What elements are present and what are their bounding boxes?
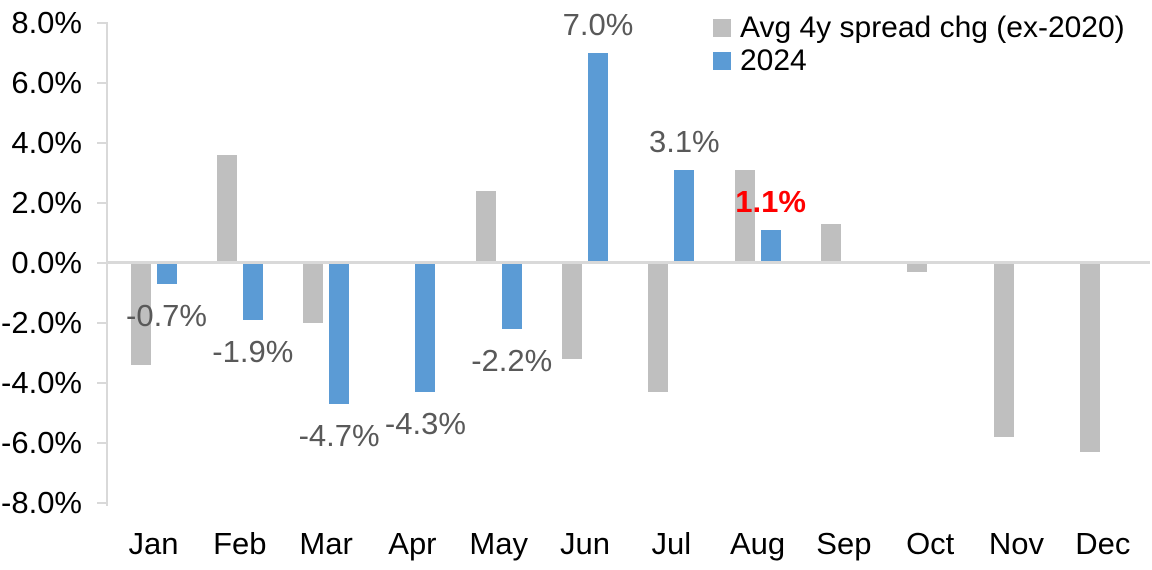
y-axis-tick-mark (97, 22, 106, 24)
bar-avg4y-jul (648, 263, 669, 392)
data-label-feb: -1.9% (212, 334, 294, 369)
x-axis-label-jun: Jun (560, 526, 610, 561)
x-axis-label-may: May (469, 526, 528, 561)
x-axis-label-dec: Dec (1075, 526, 1131, 561)
y-axis-tick-label: 8.0% (11, 5, 82, 40)
bar-avg4y-nov (993, 263, 1014, 437)
y-axis-tick-mark (97, 82, 106, 84)
data-label-jan: -0.7% (126, 298, 207, 333)
x-axis-label-jan: Jan (128, 526, 179, 561)
x-axis-label-jul: Jul (651, 526, 692, 561)
bar-avg4y-dec (1079, 263, 1100, 452)
bar-2024-aug (760, 230, 781, 263)
data-label-apr: -4.3% (384, 406, 466, 441)
y-axis-tick-mark (97, 442, 106, 444)
y-axis-tick-label: 6.0% (11, 65, 82, 100)
y-axis-tick-label: 4.0% (11, 125, 82, 160)
y-axis-tick-label: 2.0% (11, 185, 82, 220)
y-axis-line (106, 22, 108, 506)
x-axis-label-aug: Aug (730, 526, 786, 561)
legend-swatch-gray (713, 18, 731, 37)
bar-avg4y-jan (130, 263, 151, 365)
y-axis-tick-label: -8.0% (1, 485, 82, 520)
data-label-aug: 1.1% (735, 184, 806, 219)
data-label-jun: 7.0% (562, 7, 634, 42)
bar-2024-feb (242, 263, 263, 320)
data-label-mar: -4.7% (298, 418, 380, 453)
y-axis-tick-label: -2.0% (1, 305, 82, 340)
y-axis-tick-mark (97, 142, 106, 144)
bar-avg4y-oct (907, 263, 928, 272)
legend-swatch-blue (713, 51, 731, 70)
bar-2024-may (501, 263, 522, 329)
y-axis-tick-label: -4.0% (1, 365, 82, 400)
x-axis-label-mar: Mar (299, 526, 353, 561)
x-axis-label-feb: Feb (213, 526, 267, 561)
x-axis-label-nov: Nov (988, 526, 1045, 561)
y-axis-tick-label: -6.0% (1, 425, 82, 460)
x-axis-label-apr: Apr (388, 526, 437, 561)
bar-avg4y-jun (562, 263, 582, 359)
y-axis-tick-mark (97, 322, 106, 324)
x-axis-label-oct: Oct (906, 526, 955, 561)
y-axis-tick-mark (97, 382, 106, 384)
bar-2024-jan (156, 263, 177, 284)
bar-avg4y-sep (820, 224, 841, 263)
data-label-jul: 3.1% (648, 124, 720, 159)
bar-2024-apr (415, 263, 436, 392)
y-axis-tick-mark (97, 502, 106, 504)
data-label-may: -2.2% (471, 343, 553, 378)
bar-avg4y-aug (734, 170, 755, 263)
bar-avg4y-may (475, 191, 496, 263)
y-axis-tick-mark (97, 262, 106, 264)
legend-item-avg4y: Avg 4y spread chg (ex-2020) (713, 11, 1125, 44)
bar-2024-jun (588, 53, 608, 263)
y-axis-tick-label: 0.0% (11, 245, 82, 280)
legend-label: 2024 (740, 43, 807, 77)
bar-2024-jul (674, 170, 695, 263)
y-axis-tick-mark (97, 202, 106, 204)
zero-gridline (106, 261, 1150, 264)
legend: Avg 4y spread chg (ex-2020) 2024 (713, 11, 1125, 77)
legend-label: Avg 4y spread chg (ex-2020) (740, 10, 1125, 44)
x-axis-label-sep: Sep (816, 526, 872, 561)
bar-2024-mar (329, 263, 350, 404)
bar-avg4y-feb (216, 155, 237, 263)
bar-avg4y-mar (303, 263, 324, 323)
legend-item-2024: 2024 (713, 44, 1125, 77)
